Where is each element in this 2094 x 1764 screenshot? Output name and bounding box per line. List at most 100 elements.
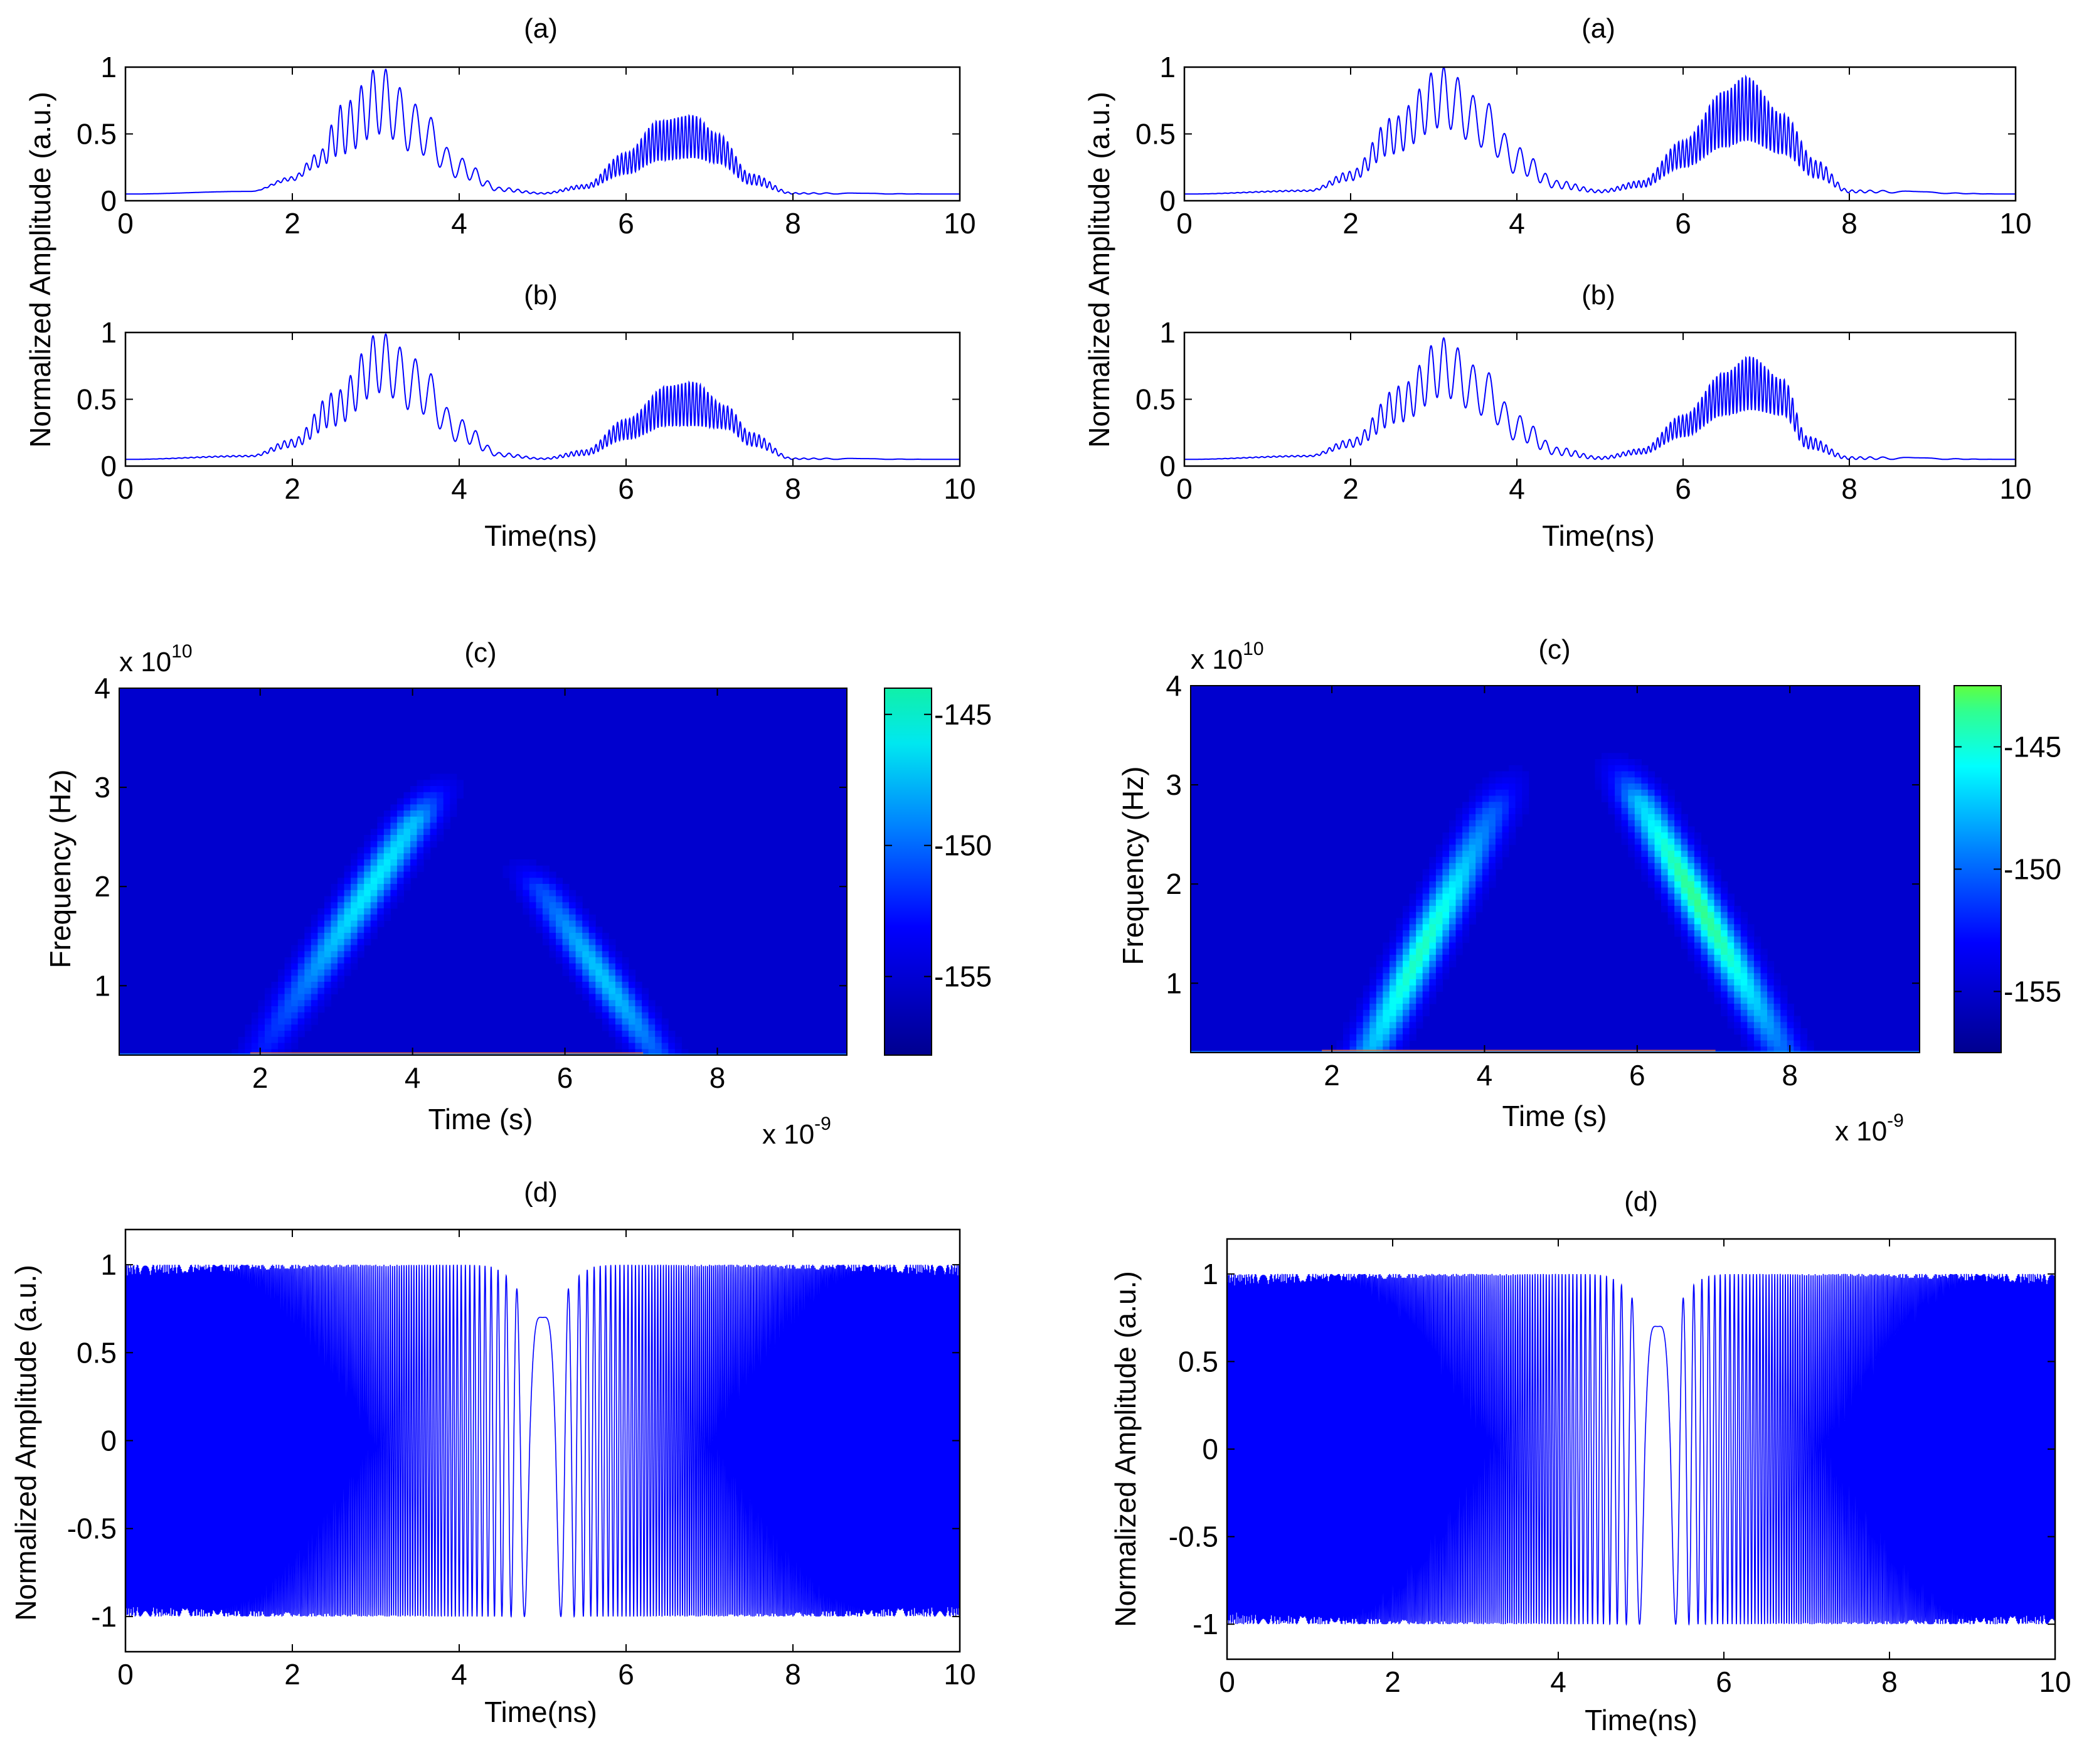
heatmap-cell bbox=[1429, 967, 1437, 974]
y-axis-label: Normalized Amplitude (a.u.) bbox=[9, 1265, 42, 1621]
heatmap-cell bbox=[383, 896, 391, 903]
heatmap-cell bbox=[364, 896, 371, 903]
heatmap-cell bbox=[1489, 875, 1496, 882]
heatmap-cell bbox=[1661, 784, 1669, 790]
heatmap-cell bbox=[383, 908, 391, 915]
heatmap-cell bbox=[410, 847, 418, 854]
heatmap-cell bbox=[1654, 777, 1662, 784]
heatmap-cell bbox=[1442, 838, 1450, 846]
heatmap-cell bbox=[1482, 857, 1489, 864]
heatmap-cell bbox=[1634, 832, 1642, 839]
heatmap-cell bbox=[317, 969, 325, 976]
heatmap-cell bbox=[648, 1018, 656, 1025]
heatmap-cell bbox=[1773, 1022, 1781, 1029]
heatmap-cell bbox=[1708, 887, 1715, 895]
heatmap-cell bbox=[1462, 838, 1470, 846]
heatmap-cell bbox=[291, 969, 299, 976]
heatmap-cell bbox=[1509, 771, 1516, 778]
heatmap-cell bbox=[1482, 838, 1489, 846]
y-tick-label: 1 bbox=[94, 969, 110, 1002]
heatmap-cell bbox=[1647, 795, 1656, 802]
heatmap-cell bbox=[1721, 1009, 1728, 1017]
heatmap-cell bbox=[377, 914, 385, 922]
heatmap-cell bbox=[1674, 875, 1682, 882]
heatmap-cell bbox=[284, 1006, 292, 1013]
heatmap bbox=[1191, 686, 1920, 1053]
heatmap-cell bbox=[1409, 955, 1416, 962]
heatmap-cell bbox=[1475, 820, 1483, 827]
heatmap-cell bbox=[562, 890, 570, 897]
heatmap-cell bbox=[1634, 808, 1642, 815]
heatmap-cell bbox=[1422, 869, 1430, 876]
heatmap-cell bbox=[1403, 991, 1410, 998]
heatmap-cell bbox=[344, 871, 351, 878]
heatmap-cell bbox=[1515, 814, 1523, 821]
heatmap-cell bbox=[1734, 924, 1741, 931]
heatmap-cell bbox=[383, 865, 391, 873]
heatmap-cell bbox=[1442, 955, 1450, 962]
heatmap-cell bbox=[1495, 771, 1503, 778]
heatmap-cell bbox=[1628, 759, 1635, 766]
heatmap-cell bbox=[1734, 997, 1741, 1004]
x-tick-label: 6 bbox=[618, 207, 634, 240]
heatmap-cell bbox=[1343, 1034, 1351, 1041]
heatmap-cell bbox=[536, 871, 543, 878]
heatmap-cell bbox=[1422, 942, 1430, 949]
heatmap-cell bbox=[311, 920, 318, 927]
heatmap-cell bbox=[1515, 777, 1523, 784]
heatmap-cell bbox=[1747, 930, 1755, 937]
heatmap-cell bbox=[1422, 979, 1430, 986]
heatmap-cell bbox=[1667, 808, 1675, 815]
panel-left-a: (a) 0 2 4 6 8 10 00.51 bbox=[77, 13, 976, 240]
heatmap-cell bbox=[1595, 784, 1602, 790]
heatmap-cell bbox=[1773, 1028, 1781, 1035]
panel-right-d: (d) 0 2 4 6 8 10 10.50-0.5-1 Time(ns) Normali… bbox=[1109, 1186, 2071, 1736]
heatmap-cell bbox=[1429, 997, 1437, 1004]
x-tick-label: 0 bbox=[1219, 1666, 1235, 1698]
heatmap-cell bbox=[304, 982, 312, 989]
heatmap-cell bbox=[1661, 863, 1669, 870]
heatmap-cell bbox=[297, 951, 305, 958]
heatmap-cell bbox=[331, 987, 338, 995]
heatmap-cell bbox=[1449, 844, 1457, 851]
plot-area bbox=[125, 67, 960, 201]
heatmap-cell bbox=[1422, 887, 1430, 895]
heatmap-cell bbox=[437, 773, 444, 780]
heatmap-cell bbox=[622, 957, 629, 964]
heatmap-cell bbox=[1462, 844, 1470, 851]
heatmap-cell bbox=[1747, 1034, 1755, 1041]
heatmap-cell bbox=[1489, 820, 1496, 827]
heatmap-cell bbox=[562, 908, 570, 915]
heatmap-cell bbox=[1628, 784, 1635, 790]
heatmap-cell bbox=[1708, 911, 1715, 919]
heatmap-cell bbox=[1628, 771, 1635, 778]
heatmap-cell bbox=[1708, 942, 1715, 949]
heatmap-cell bbox=[622, 1000, 629, 1007]
heatmap-cell bbox=[602, 938, 609, 946]
heatmap-cell bbox=[364, 933, 371, 940]
heatmap-cell bbox=[1734, 1016, 1741, 1023]
heatmap-cell bbox=[562, 914, 570, 922]
heatmap-cell bbox=[1495, 838, 1503, 846]
heatmap-cell bbox=[1694, 869, 1701, 876]
heatmap-cell bbox=[562, 884, 570, 891]
heatmap-cell bbox=[1489, 771, 1496, 778]
heatmap-cell bbox=[1647, 808, 1656, 815]
heatmap-cell bbox=[529, 908, 536, 915]
heatmap-cell bbox=[1681, 906, 1688, 913]
heatmap-cell bbox=[437, 822, 444, 829]
heatmap-cell bbox=[1747, 967, 1755, 974]
heatmap-cell bbox=[1442, 887, 1450, 895]
heatmap-cell bbox=[549, 878, 556, 885]
heatmap-cell bbox=[1694, 851, 1701, 858]
heatmap-cell bbox=[331, 927, 338, 933]
heatmap-cell bbox=[1376, 960, 1383, 968]
heatmap-cell bbox=[1714, 906, 1721, 913]
heatmap-cell bbox=[317, 920, 325, 927]
heatmap-cell bbox=[364, 841, 371, 848]
heatmap-cell bbox=[1429, 863, 1437, 870]
heatmap-cell bbox=[1687, 948, 1695, 955]
heatmap-cell bbox=[602, 1024, 609, 1031]
heatmap-cell bbox=[1787, 1022, 1794, 1029]
heatmap-cell bbox=[278, 1043, 285, 1049]
